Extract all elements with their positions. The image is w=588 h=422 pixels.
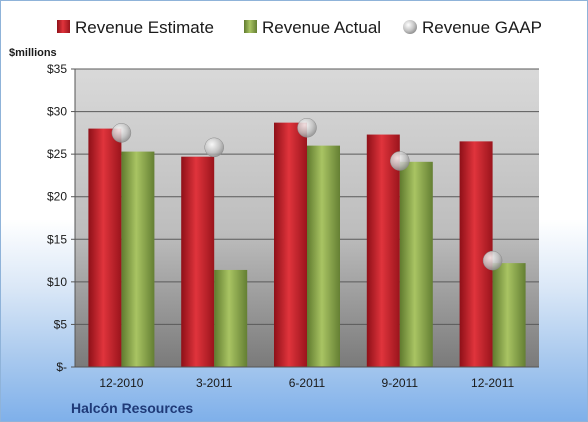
x-tick-label: 3-2011 [196, 376, 233, 390]
x-tick-label: 6-2011 [289, 376, 326, 390]
bars [88, 122, 526, 367]
marker-revenue-gaap [482, 250, 503, 271]
y-tick-label: $5 [54, 317, 68, 331]
bar-revenue-actual [399, 161, 433, 367]
y-axis-unit-label: $millions [9, 47, 57, 59]
legend-swatch-revenue-estimate [57, 20, 70, 33]
legend-label-revenue-gaap: Revenue GAAP [422, 18, 542, 37]
y-tick-label: $10 [47, 275, 67, 289]
x-axis-ticks: 12-2010 3-2011 6-2011 9-2011 12-2011 [99, 376, 514, 390]
y-tick-label: $25 [47, 147, 67, 161]
x-tick-label: 12-2010 [99, 376, 143, 390]
y-tick-label: $35 [47, 62, 67, 76]
legend-label-revenue-estimate: Revenue Estimate [75, 18, 214, 37]
y-tick-label: $30 [47, 105, 67, 119]
legend-label-revenue-actual: Revenue Actual [262, 18, 381, 37]
legend-swatch-revenue-actual [244, 20, 257, 33]
x-tick-label: 9-2011 [382, 376, 419, 390]
legend-swatch-revenue-gaap [403, 20, 417, 34]
bar-revenue-estimate [366, 134, 400, 367]
bar-revenue-actual [214, 269, 248, 367]
marker-revenue-gaap [390, 151, 410, 171]
x-tick-label: 12-2011 [471, 376, 514, 390]
y-axis-ticks: $- $5 $10 $15 $20 $25 $30 $35 [47, 62, 75, 374]
y-tick-label: $15 [47, 232, 67, 246]
y-tick-label: $20 [47, 190, 67, 204]
bar-revenue-actual [492, 263, 526, 367]
marker-revenue-gaap [297, 117, 317, 138]
bar-revenue-estimate [88, 128, 122, 367]
marker-revenue-gaap [204, 137, 224, 158]
gaap-markers [111, 117, 503, 271]
company-name: Halcón Resources [71, 400, 193, 416]
marker-revenue-gaap [111, 123, 132, 143]
legend: Revenue Estimate Revenue Actual Revenue … [57, 18, 542, 37]
y-tick-label: $- [56, 360, 67, 374]
bar-revenue-estimate [181, 156, 215, 367]
bar-revenue-actual [121, 151, 155, 367]
bar-revenue-estimate [274, 122, 307, 367]
bar-revenue-actual [307, 145, 340, 367]
